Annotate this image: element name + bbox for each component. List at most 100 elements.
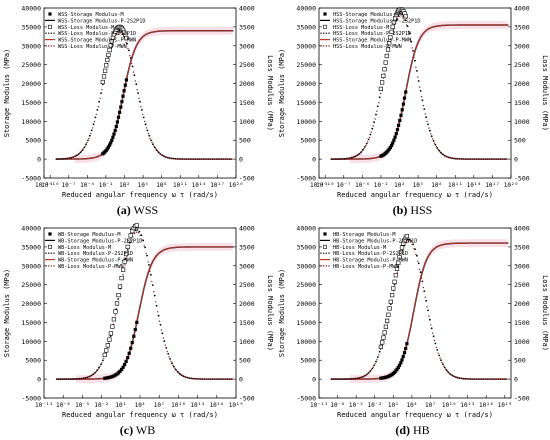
loss-2s2p1d-point	[117, 298, 120, 300]
x-tick-label: 10¹⁴	[467, 182, 481, 189]
x-axis-label: Reduced angular frequency ω τ (rad/s)	[337, 191, 493, 199]
loss-2s2p1d-point	[365, 142, 368, 145]
legend-swatch-dot	[320, 252, 322, 254]
loss-measured-point	[122, 259, 127, 264]
loss-mwn-point	[424, 113, 426, 115]
loss-mwn-point	[168, 157, 170, 159]
loss-mwn-point	[355, 377, 358, 380]
loss-2s2p1d-point	[139, 100, 141, 103]
loss-mwn-point	[216, 378, 218, 380]
storage-measured-point	[109, 141, 113, 145]
loss-measured-point	[105, 343, 110, 348]
loss-mwn-point	[339, 158, 341, 160]
legend-label: HSS-Loss Modulus-P-2S2P1D	[333, 31, 411, 37]
loss-mwn-point	[348, 378, 350, 380]
y-left-tick-label: -5000	[21, 175, 41, 183]
loss-mwn-point	[352, 156, 354, 159]
storage-measured-point	[397, 363, 402, 367]
y-right-tick-label: 3500	[514, 23, 530, 31]
loss-mwn-point	[191, 377, 193, 380]
y-left-tick-label: 30000	[296, 42, 316, 50]
legend-label: WSS-Loss Modulus-M	[58, 25, 114, 31]
legend-swatch-dot	[45, 252, 47, 254]
loss-mwn-point	[372, 366, 374, 368]
y-left-tick-label: -5000	[21, 395, 41, 403]
loss-2s2p1d-point	[100, 92, 102, 94]
loss-2s2p1d-point	[138, 230, 141, 233]
storage-measured-point	[118, 110, 122, 114]
x-tick-label: 10¹⁴	[192, 182, 206, 189]
legend-label: HB-Loss Modulus-M	[333, 245, 386, 251]
loss-mwn-point	[450, 374, 452, 376]
loss-mwn-point	[506, 378, 508, 380]
loss-mwn-point	[70, 378, 72, 380]
caption-c: (c) WB	[119, 423, 156, 437]
loss-mwn-point	[472, 378, 475, 380]
loss-mwn-point	[428, 127, 430, 129]
loss-mwn-point	[137, 232, 140, 234]
loss-mwn-point	[471, 158, 473, 160]
storage-measured-point	[391, 141, 395, 145]
loss-mwn-point	[212, 378, 214, 380]
storage-measured-point	[133, 327, 137, 332]
loss-mwn-point	[212, 158, 215, 160]
y-right-tick-label: 500	[239, 137, 251, 145]
loss-mwn-point	[359, 152, 361, 154]
y-left-tick-label: 35000	[296, 243, 316, 251]
loss-2s2p1d-point	[150, 139, 153, 142]
loss-measured-point	[124, 251, 129, 257]
loss-2s2p1d-point	[406, 25, 409, 27]
x-tick-label: 10¹	[115, 402, 126, 409]
loss-mwn-point	[333, 378, 335, 380]
loss-mwn-point	[187, 377, 189, 379]
legend-swatch-dot	[48, 252, 50, 254]
loss-mwn-point	[185, 376, 188, 379]
loss-2s2p1d-point	[157, 314, 160, 317]
loss-2s2p1d-point	[410, 240, 413, 242]
loss-mwn-point	[500, 378, 503, 380]
loss-2s2p1d-point	[363, 146, 366, 148]
loss-2s2p1d-point	[408, 32, 411, 35]
loss-mwn-point	[65, 157, 68, 160]
loss-mwn-point	[139, 234, 141, 237]
y-right-tick-label: -500	[514, 175, 530, 183]
storage-measured-point	[405, 342, 409, 346]
loss-measured-point	[383, 324, 388, 329]
loss-mwn-point	[193, 378, 195, 380]
loss-mwn-point	[134, 80, 137, 82]
legend-swatch-filled-square	[48, 12, 52, 16]
loss-mwn-point	[353, 377, 356, 380]
x-tick-label: 10¹³	[190, 402, 204, 409]
y-left-tick-label: 20000	[21, 300, 41, 308]
loss-mwn-point	[177, 158, 179, 160]
loss-mwn-point	[201, 378, 203, 380]
loss-mwn-point	[415, 66, 417, 68]
panel-a: -5000 0 5000 10000 15000 20000 25000 30000 35000…	[0, 0, 275, 220]
loss-mwn-point	[82, 377, 84, 380]
loss-mwn-point	[220, 378, 222, 380]
loss-mwn-point	[428, 315, 430, 317]
loss-mwn-point	[86, 141, 88, 144]
y-right-tick-label: -500	[239, 395, 255, 403]
loss-mwn-point	[441, 361, 443, 364]
legend-label: HB-Storage Modulus-P-MWN	[333, 258, 408, 264]
loss-mwn-point	[452, 157, 454, 160]
loss-2s2p1d-point	[55, 378, 58, 380]
x-tick-label: 10⁻²	[368, 402, 382, 409]
loss-mwn-point	[474, 378, 477, 380]
loss-measured-point	[385, 318, 390, 323]
loss-2s2p1d-point	[148, 264, 150, 266]
y-left-tick-label: 40000	[21, 5, 41, 13]
y-left-tick-label: 10000	[21, 118, 41, 126]
loss-mwn-point	[194, 158, 196, 160]
x-tick-label: 10⁷	[154, 402, 165, 409]
y-left-tick-label: 35000	[21, 23, 41, 31]
loss-mwn-point	[125, 41, 127, 44]
y-right-tick-label: 1500	[239, 319, 255, 327]
loss-measured-point	[392, 279, 397, 284]
x-axis-label: Reduced angular frequency ω τ (rad/s)	[337, 411, 493, 419]
loss-mwn-point	[68, 378, 71, 380]
loss-mwn-point	[476, 378, 478, 380]
y-right-tick-label: 0	[239, 376, 243, 384]
y-right-tick-label: 2500	[514, 281, 530, 289]
